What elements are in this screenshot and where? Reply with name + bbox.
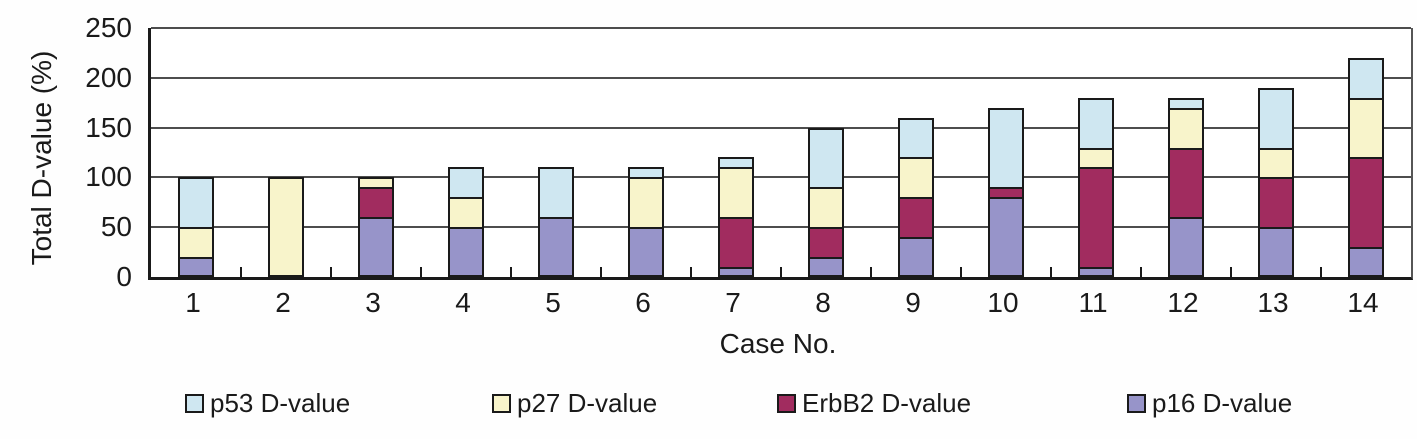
y-tick-label: 100 (85, 161, 132, 193)
bar-case4-p53 (448, 167, 484, 200)
bar-case11-p27 (1078, 147, 1114, 170)
y-tick-label: 50 (100, 211, 132, 243)
category-tick (510, 267, 512, 277)
bar-case5-p53 (538, 167, 574, 220)
bar-case13-p27 (1258, 147, 1294, 180)
legend-swatch-p53 (185, 393, 204, 413)
bar-case14-p53 (1348, 57, 1384, 100)
category-tick (600, 267, 602, 277)
legend-swatch-p27 (492, 393, 511, 413)
bar-case4-p27 (448, 197, 484, 230)
category-tick (870, 267, 872, 277)
bar-case9-p27 (898, 157, 934, 200)
bar-case6-p16 (628, 227, 664, 277)
legend-label: ErbB2 D-value (802, 387, 972, 418)
bar-case6-p27 (628, 177, 664, 230)
bar-case12-p27 (1168, 107, 1204, 150)
x-tick-label: 1 (185, 287, 201, 318)
x-tick-label: 14 (1347, 287, 1379, 318)
x-tick-label: 6 (635, 287, 651, 318)
gridline-250 (151, 27, 1411, 29)
category-tick (420, 267, 422, 277)
category-tick (1320, 267, 1322, 277)
x-tick-label: 12 (1167, 287, 1199, 318)
bar-case8-p16 (808, 257, 844, 277)
x-axis-tick-labels: 1 2 3 4 5 6 7 8 9 10 11 12 13 14 (148, 286, 1408, 320)
x-axis-title: Case No. (719, 328, 837, 359)
legend-swatch-p16 (1127, 393, 1146, 413)
x-tick-label: 8 (815, 287, 831, 318)
gridline-100 (151, 176, 1411, 179)
legend-label: p53 D-value (210, 387, 351, 418)
bar-case3-p27 (358, 177, 394, 190)
legend: p53 D-value p27 D-value ErbB2 D-value p16 D… (0, 388, 1417, 424)
bar-case10-p16 (988, 197, 1024, 277)
bar-case3-ErbB2 (358, 187, 394, 220)
plot-area (148, 27, 1413, 280)
y-tick-label: 0 (116, 261, 132, 292)
legend-item-ErbB2: ErbB2 D-value (777, 388, 971, 418)
bar-case6-p53 (628, 167, 664, 180)
category-tick (690, 267, 692, 277)
category-tick (240, 267, 242, 277)
category-tick (1230, 267, 1232, 277)
bar-case12-ErbB2 (1168, 147, 1204, 220)
x-tick-label: 11 (1078, 287, 1108, 318)
x-tick-label: 10 (987, 287, 1019, 318)
bar-case1-p53 (178, 177, 214, 230)
bar-case1-p16 (178, 257, 214, 277)
x-tick-label: 4 (455, 287, 471, 318)
y-axis-tick-labels: 0 50 100 150 200 250 (0, 0, 132, 300)
bar-case2-p27 (268, 177, 304, 277)
bar-case7-p27 (718, 167, 754, 220)
category-tick (1050, 267, 1052, 277)
bar-case8-p53 (808, 127, 844, 190)
y-tick-label: 150 (85, 111, 132, 143)
legend-label: p16 D-value (1152, 387, 1293, 418)
bar-case3-p16 (358, 217, 394, 277)
x-tick-label: 5 (545, 287, 561, 318)
gridline-150 (151, 126, 1411, 129)
bar-case9-ErbB2 (898, 197, 934, 240)
bar-case9-p53 (898, 117, 934, 160)
bar-case8-ErbB2 (808, 227, 844, 260)
category-tick (1140, 267, 1142, 277)
y-tick-label: 250 (85, 12, 132, 43)
bar-case5-p16 (538, 217, 574, 277)
bar-case14-p16 (1348, 247, 1384, 277)
bar-case13-p16 (1258, 227, 1294, 277)
category-tick (330, 267, 332, 277)
x-tick-label: 3 (365, 287, 381, 318)
bar-case8-p27 (808, 187, 844, 230)
y-tick-label: 200 (85, 61, 132, 93)
bar-case4-p16 (448, 227, 484, 277)
bar-case13-ErbB2 (1258, 177, 1294, 230)
x-tick-label: 2 (275, 287, 291, 318)
bar-case9-p16 (898, 237, 934, 277)
category-tick (960, 267, 962, 277)
bar-case14-p27 (1348, 97, 1384, 160)
bar-case7-p53 (718, 157, 754, 170)
bar-case12-p16 (1168, 217, 1204, 277)
bar-case13-p53 (1258, 87, 1294, 150)
bar-case11-ErbB2 (1078, 167, 1114, 270)
legend-item-p53: p53 D-value (185, 388, 350, 418)
bar-case7-ErbB2 (718, 217, 754, 270)
legend-swatch-ErbB2 (777, 393, 796, 413)
x-tick-label: 7 (725, 287, 741, 318)
legend-item-p27: p27 D-value (492, 388, 657, 418)
legend-item-p16: p16 D-value (1127, 388, 1292, 418)
category-tick (780, 267, 782, 277)
gridline-50 (151, 226, 1411, 229)
bar-case12-p53 (1168, 97, 1204, 110)
gridline-200 (151, 76, 1411, 79)
legend-label: p27 D-value (517, 387, 658, 418)
bar-case10-p53 (988, 107, 1024, 190)
x-tick-label: 13 (1257, 287, 1289, 318)
bar-case11-p53 (1078, 97, 1114, 150)
x-tick-label: 9 (905, 287, 921, 318)
bar-case14-ErbB2 (1348, 157, 1384, 250)
bar-case1-p27 (178, 227, 214, 260)
